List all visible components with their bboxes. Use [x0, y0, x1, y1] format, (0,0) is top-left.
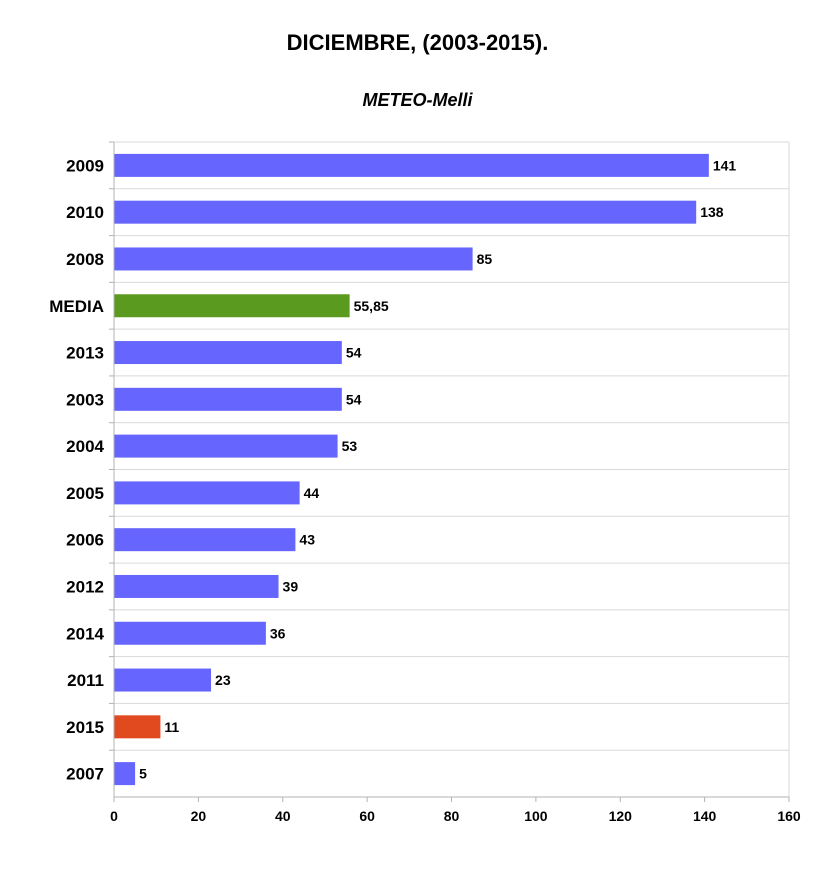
bar	[114, 153, 709, 177]
category-label: 2005	[66, 484, 104, 503]
value-label: 5	[139, 766, 147, 782]
value-label: 54	[346, 345, 362, 361]
category-label: 2007	[66, 765, 104, 784]
value-label: 44	[304, 485, 320, 501]
chart-subtitle: METEO-Melli	[362, 90, 473, 110]
x-tick-label: 160	[777, 808, 801, 824]
category-label: 2011	[67, 671, 104, 690]
category-label: 2014	[66, 624, 104, 643]
category-label: 2010	[66, 203, 104, 222]
value-label: 39	[283, 578, 299, 594]
value-label: 36	[270, 625, 286, 641]
value-label: 141	[713, 157, 737, 173]
value-label: 138	[700, 204, 724, 220]
value-label: 55,85	[354, 298, 389, 314]
x-tick-label: 80	[444, 808, 460, 824]
bar	[114, 341, 342, 365]
bar	[114, 528, 296, 552]
x-tick-label: 20	[191, 808, 207, 824]
value-label: 85	[477, 251, 493, 267]
x-tick-label: 100	[524, 808, 548, 824]
category-label: 2008	[66, 250, 104, 269]
gridlines	[114, 141, 790, 798]
bar	[114, 574, 279, 598]
category-label: 2015	[66, 718, 104, 737]
category-label: 2013	[66, 344, 104, 363]
bar	[114, 200, 697, 224]
value-label: 43	[299, 532, 315, 548]
bar	[114, 481, 300, 505]
category-label: MEDIA	[49, 297, 104, 316]
value-label: 23	[215, 672, 231, 688]
bar	[114, 668, 212, 692]
x-tick-label: 120	[609, 808, 633, 824]
bar	[114, 387, 342, 411]
bar	[114, 247, 473, 271]
chart-title: DICIEMBRE, (2003-2015).	[286, 30, 549, 55]
value-label: 11	[164, 719, 179, 735]
category-label: 2003	[66, 390, 104, 409]
x-tick-label: 60	[359, 808, 375, 824]
bar	[114, 762, 136, 786]
category-label: 2004	[66, 437, 104, 456]
bar	[114, 434, 338, 458]
category-label: 2012	[66, 577, 104, 596]
value-label: 54	[346, 391, 362, 407]
category-label: 2009	[66, 156, 104, 175]
x-tick-label: 40	[275, 808, 291, 824]
bar	[114, 715, 161, 739]
category-label: 2006	[66, 531, 104, 550]
bar	[114, 621, 266, 645]
x-tick-label: 140	[693, 808, 717, 824]
bar	[114, 294, 350, 318]
bars	[114, 153, 709, 786]
x-tick-label: 0	[110, 808, 118, 824]
value-label: 53	[342, 438, 358, 454]
axes	[109, 141, 790, 802]
